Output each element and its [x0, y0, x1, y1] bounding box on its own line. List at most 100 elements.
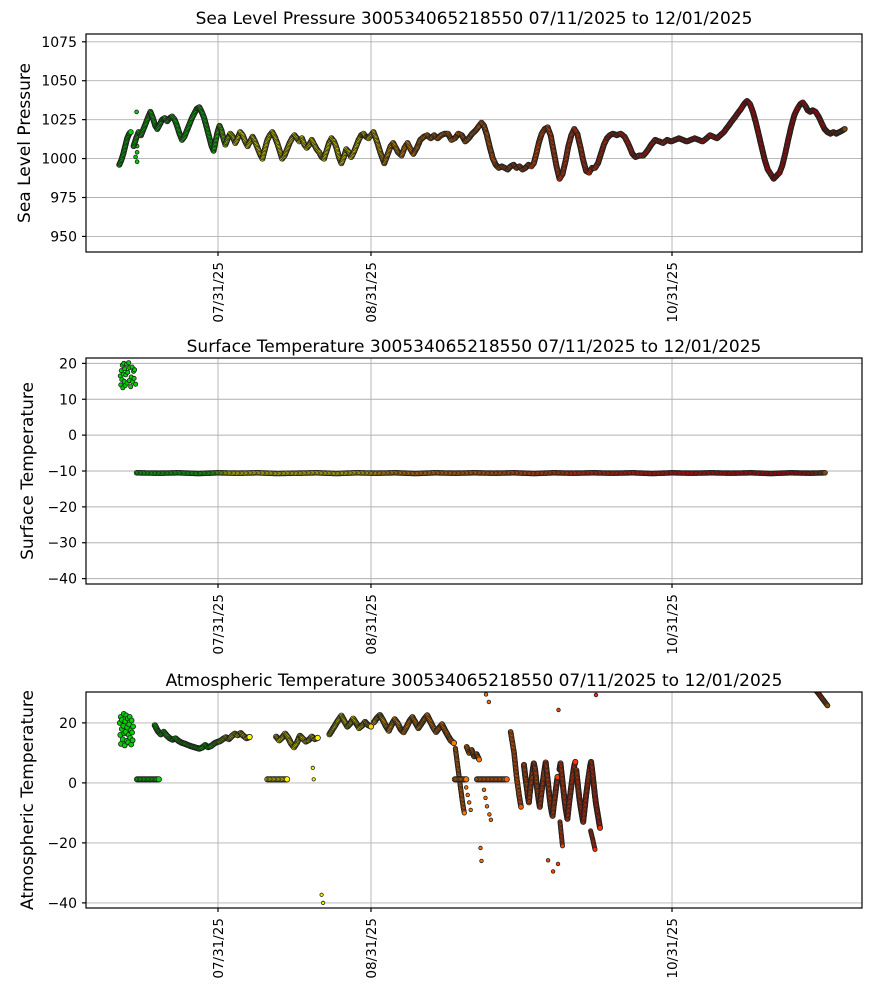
data-point-atmos-warm-cluster — [129, 737, 136, 744]
plot-border — [85, 33, 863, 253]
y-tick-label: −40 — [47, 572, 77, 588]
data-point-surface-flat-line — [822, 469, 828, 476]
data-point-pressure-outlier-dots — [133, 154, 138, 160]
data-point-atmos-deep-string-2 — [592, 847, 598, 853]
x-tick-label: 10/31/25 — [665, 594, 681, 655]
data-point-atmos-dots-under-bar — [488, 817, 494, 822]
x-tick-label: 08/31/25 — [364, 262, 380, 323]
chart-1: −40 −30 −20 −10 0 10 20 07/31/25 08/31/25 10/31/2… — [18, 337, 863, 655]
data-point-atmos-warm-cluster — [130, 723, 137, 730]
y-tick-label: 10 — [59, 392, 77, 408]
data-point-surface-warm-cluster — [122, 366, 128, 372]
chart-title: Surface Temperature 300534065218550 07/1… — [187, 337, 762, 357]
chart-title: Atmospheric Temperature 300534065218550 … — [166, 671, 783, 691]
y-tick-label: 1025 — [41, 113, 77, 129]
data-points-layer — [117, 360, 828, 477]
x-tick-label: 07/31/25 — [211, 594, 227, 655]
chart-0: 950 975 1000 1025 1050 1075 07/31/25 08/31/25 10… — [15, 9, 863, 323]
x-tick-label: 07/31/25 — [211, 918, 227, 979]
data-point-atmos-streak-day80 — [518, 804, 524, 810]
y-axis-label: Surface Temperature — [18, 382, 38, 560]
data-point-atmos-deep-string-1 — [560, 843, 566, 849]
data-point-atmos-dots-under-bar — [484, 804, 490, 809]
data-point-atmos-dots-under-bar — [487, 812, 492, 817]
data-point-surface-warm-cluster — [133, 381, 139, 387]
data-point-atmos-deep-dots-right — [550, 869, 556, 874]
data-point-atmos-bar-green — [155, 776, 162, 783]
data-point-atmos-dots-under-bar — [481, 787, 487, 792]
data-point-atmos-dots-yellow — [310, 765, 315, 771]
y-tick-label: 1050 — [41, 74, 77, 90]
x-tick-label: 07/31/25 — [211, 262, 227, 323]
data-point-atmos-bar-yellow — [283, 776, 291, 783]
data-point-atmos-blob-b — [572, 758, 579, 765]
y-tick-label: 950 — [50, 229, 77, 245]
data-point-atmos-warm-cluster — [128, 717, 135, 724]
plot-border — [85, 691, 863, 909]
chart-2: −40 −20 0 20 07/31/25 08/31/25 10/31/25 Atmosph… — [18, 671, 863, 979]
data-point-atmos-trace-rising — [367, 723, 375, 730]
y-tick-label: −40 — [47, 896, 77, 912]
y-axis-label: Sea Level Pressure — [15, 63, 35, 223]
y-tick-label: −10 — [47, 464, 77, 480]
data-point-atmos-dots-under-bar — [465, 792, 470, 798]
plot-background — [86, 692, 862, 908]
y-tick-label: 0 — [68, 428, 77, 444]
data-point-atmos-blob-c — [597, 824, 604, 831]
data-point-atmos-end-streak — [824, 702, 831, 709]
y-tick-label: −20 — [47, 836, 77, 852]
data-point-atmos-high-dots — [593, 692, 599, 698]
y-tick-label: −20 — [47, 500, 77, 516]
data-point-surface-warm-cluster — [125, 369, 131, 375]
data-point-atmos-warm-cluster — [129, 729, 136, 736]
x-tick-label: 08/31/25 — [364, 594, 380, 655]
data-point-atmos-bar-orange-long — [503, 776, 510, 783]
y-tick-label: 1000 — [41, 152, 77, 168]
y-tick-label: −30 — [47, 536, 77, 552]
data-point-surface-warm-cluster — [126, 360, 132, 366]
data-point-atmos-deep-dots-left — [478, 845, 483, 851]
data-point-atmos-dots-yellow — [311, 777, 316, 782]
data-point-atmos-dots-under-bar — [468, 807, 473, 813]
data-point-surface-warm-cluster — [132, 367, 138, 373]
data-point-atmos-high-dots — [483, 692, 489, 697]
data-point-atmos-dots-under-bar — [467, 800, 472, 805]
data-point-atmos-dots-yellow — [319, 892, 324, 897]
y-axis-label: Atmospheric Temperature — [18, 690, 38, 910]
data-point-pressure-main-trace — [841, 126, 848, 133]
data-point-atmos-bar-orange-short — [463, 776, 470, 783]
data-point-pressure-outlier-dots — [134, 109, 139, 115]
x-tick-label: 10/31/25 — [665, 918, 681, 979]
chart-title: Sea Level Pressure 300534065218550 07/11… — [196, 9, 753, 29]
data-point-atmos-fall-string — [461, 810, 467, 816]
data-point-atmos-dots-under-bar — [483, 795, 488, 801]
data-point-atmos-wiggle-mid — [476, 756, 483, 763]
data-points-layer — [116, 692, 831, 906]
data-point-atmos-dots-yellow — [320, 900, 326, 906]
data-point-atmos-deep-dots-right — [545, 858, 551, 863]
data-points-layer — [116, 98, 848, 182]
data-point-surface-warm-cluster — [131, 375, 137, 381]
x-tick-label: 08/31/25 — [364, 918, 380, 979]
data-point-atmos-high-dots — [486, 699, 492, 705]
y-tick-label: 20 — [59, 716, 77, 732]
data-point-atmos-dots-under-bar — [464, 785, 469, 790]
data-point-surface-warm-cluster — [128, 384, 134, 390]
data-point-atmos-trace-orange — [450, 739, 457, 747]
plot-background — [86, 34, 862, 252]
data-point-atmos-deep-dots-left — [479, 858, 484, 864]
y-tick-label: 975 — [50, 191, 77, 207]
data-point-atmos-trace-yellow — [314, 734, 321, 742]
y-tick-label: 20 — [59, 356, 77, 372]
y-tick-label: 1075 — [41, 35, 77, 51]
data-point-pressure-outlier-dots — [134, 150, 140, 155]
x-tick-label: 10/31/25 — [665, 262, 681, 323]
data-point-atmos-deep-dots-right — [555, 861, 561, 867]
y-tick-label: 0 — [68, 776, 77, 792]
data-point-pressure-outlier-dots — [134, 159, 140, 165]
data-point-atmos-trace-green — [246, 733, 253, 741]
data-point-atmos-high-dots — [556, 707, 561, 713]
data-point-pressure-start-trace — [127, 129, 134, 136]
